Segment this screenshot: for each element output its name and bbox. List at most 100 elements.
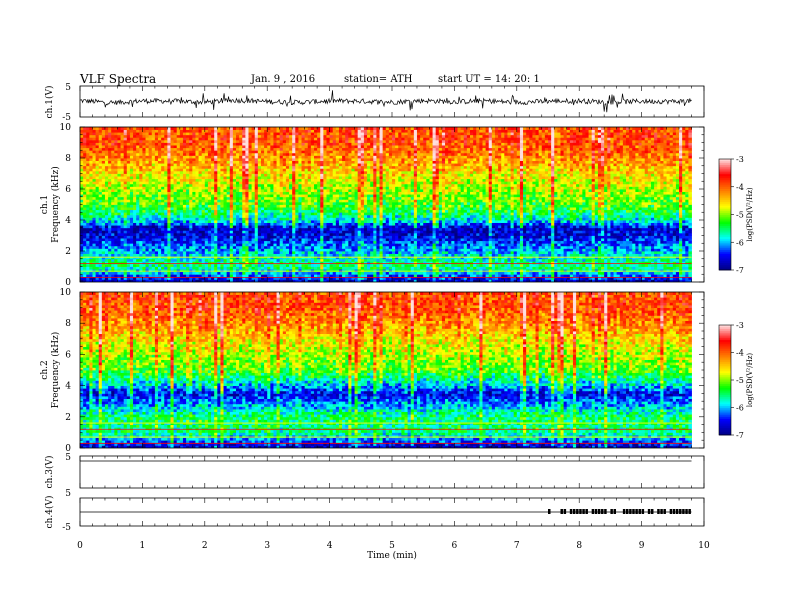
ch1-spectrogram-cell: [572, 271, 577, 275]
ch1-spectrogram-cell: [685, 263, 689, 267]
ch1-spectrogram-cell: [473, 227, 477, 231]
ch1-spectrogram-cell: [538, 225, 543, 229]
ch1-spectrogram-cell: [242, 248, 246, 252]
ch1-spectrogram-cell: [260, 235, 265, 239]
ch1-spectrogram-cell: [482, 227, 486, 231]
ch1-spectrogram-cell: [167, 238, 171, 242]
ch1-spectrogram-cell: [307, 225, 312, 229]
ch1-spectrogram-cell: [485, 279, 490, 282]
ch1-spectrogram-cell: [551, 243, 555, 247]
ch1-spectrogram-cell: [597, 258, 602, 262]
ch1-spectrogram-cell: [563, 232, 568, 236]
ch1-spectrogram-cell: [254, 222, 259, 226]
ch1-spectrogram-cell: [264, 240, 268, 244]
ch1-spectrogram-cell: [367, 276, 371, 280]
ch1-spectrogram-cell: [538, 222, 543, 226]
ch1-spectrogram-cell: [679, 230, 683, 234]
ch1-spectrogram-cell: [282, 227, 287, 231]
ch1-spectrogram-cell: [448, 240, 452, 244]
ch1-spectrogram-cell: [501, 235, 505, 239]
ch1-spectrogram-cell: [626, 279, 630, 282]
ch1-spectrogram-cell: [607, 235, 611, 239]
ch1-spectrogram-cell: [479, 235, 483, 239]
ch1-spectrogram-cell: [560, 253, 564, 257]
ch1-spectrogram-cell: [451, 245, 455, 249]
ch1-spectrogram-cell: [473, 253, 477, 257]
ch1-spectrogram-cell: [482, 245, 486, 249]
ch1-spectrogram-cell: [541, 217, 546, 221]
ch1-spectrogram-cell: [501, 266, 505, 270]
ch1-spectrogram-cell: [239, 251, 243, 254]
ch1-spectrogram-cell: [641, 217, 646, 221]
ch1-spectrogram-cell: [195, 258, 199, 262]
ch1-spectrogram-cell: [548, 220, 552, 223]
ch1-spectrogram-cell: [666, 217, 671, 221]
ch1-spectrogram-cell: [264, 253, 268, 257]
ch1-spectrogram-cell: [591, 253, 596, 257]
ch1-spectrogram-cell: [532, 266, 536, 270]
ch1-spectrogram-cell: [388, 240, 393, 244]
ch1-spectrogram-cell: [454, 222, 458, 226]
ch1-spectrogram-cell: [317, 238, 321, 242]
ch1-spectrogram-cell: [626, 232, 630, 236]
ch1-spectrogram-cell: [285, 240, 290, 244]
ch1-spectrogram-cell: [445, 256, 449, 260]
ch1-spectrogram-cell: [170, 225, 174, 229]
ch1-spectrogram-cell: [270, 261, 274, 265]
ch1-spectrogram-cell: [101, 232, 106, 236]
ch1-spectrogram-cell: [260, 225, 265, 229]
ch1-spectrogram-cell: [207, 217, 212, 221]
ch1-spectrogram-cell: [207, 220, 212, 223]
ch1-spectrogram-cell: [114, 245, 118, 249]
ch1-spectrogram-cell: [342, 217, 346, 221]
ch1-spectrogram-cell: [189, 279, 193, 282]
ch1-spectrogram-cell: [201, 235, 206, 239]
ch1-spectrogram-cell: [167, 232, 171, 236]
ch1-spectrogram-cell: [108, 222, 112, 226]
ch1-spectrogram-cell: [507, 243, 511, 247]
ch1-spectrogram-cell: [641, 232, 646, 236]
ch1-spectrogram-cell: [207, 266, 212, 270]
ch1-spectrogram-cell: [363, 261, 368, 265]
ch1-spectrogram-cell: [192, 263, 196, 267]
ch1-spectrogram-cell: [338, 248, 343, 252]
ch1-spectrogram-cell: [635, 263, 639, 267]
ch1-spectrogram-cell: [448, 248, 452, 252]
ch1-spectrogram-cell: [282, 266, 287, 270]
ch1-spectrogram-cell: [264, 227, 268, 231]
ch1-spectrogram-cell: [473, 269, 477, 273]
ch1-spectrogram-cell: [423, 269, 427, 273]
ch1-spectrogram-cell: [544, 279, 549, 282]
ch1-spectrogram-cell: [560, 235, 564, 239]
ch1-spectrogram-cell: [270, 245, 274, 249]
ch1-spectrogram-cell: [679, 232, 683, 236]
ch1-spectrogram-cell: [257, 251, 262, 254]
ch1-spectrogram-cell: [242, 258, 246, 262]
ch1-spectrogram-cell: [566, 240, 571, 244]
ch1-spectrogram-cell: [457, 232, 462, 236]
ch1-spectrogram-cell: [548, 240, 552, 244]
ch1-spectrogram-cell: [92, 271, 96, 275]
ch1-spectrogram-cell: [83, 227, 87, 231]
ch1-spectrogram-cell: [92, 258, 96, 262]
ch1-spectrogram-cell: [363, 276, 368, 280]
ch1-spectrogram-cell: [654, 235, 658, 239]
ch1-spectrogram-cell: [519, 253, 524, 257]
ch1-spectrogram-cell: [154, 261, 159, 265]
ch1-spectrogram-cell: [301, 232, 306, 236]
ch1-spectrogram-cell: [201, 243, 206, 247]
ch1-spectrogram-cell: [189, 240, 193, 244]
ch1-spectrogram-cell: [192, 240, 196, 244]
ch1-spectrogram-cell: [161, 240, 165, 244]
ch1-spectrogram-cell: [470, 258, 474, 262]
ch1-spectrogram-cell: [416, 266, 421, 270]
ch1-spectrogram-cell: [688, 232, 692, 236]
ch1-spectrogram-cell: [120, 245, 125, 249]
ch1-spectrogram-cell: [133, 248, 137, 252]
ch1-spectrogram-cell: [289, 245, 293, 249]
ch1-spectrogram-cell: [301, 214, 306, 218]
ch1-spectrogram-cell: [251, 240, 256, 244]
ch1-spectrogram-cell: [173, 279, 178, 282]
ch1-spectrogram-cell: [223, 269, 228, 273]
